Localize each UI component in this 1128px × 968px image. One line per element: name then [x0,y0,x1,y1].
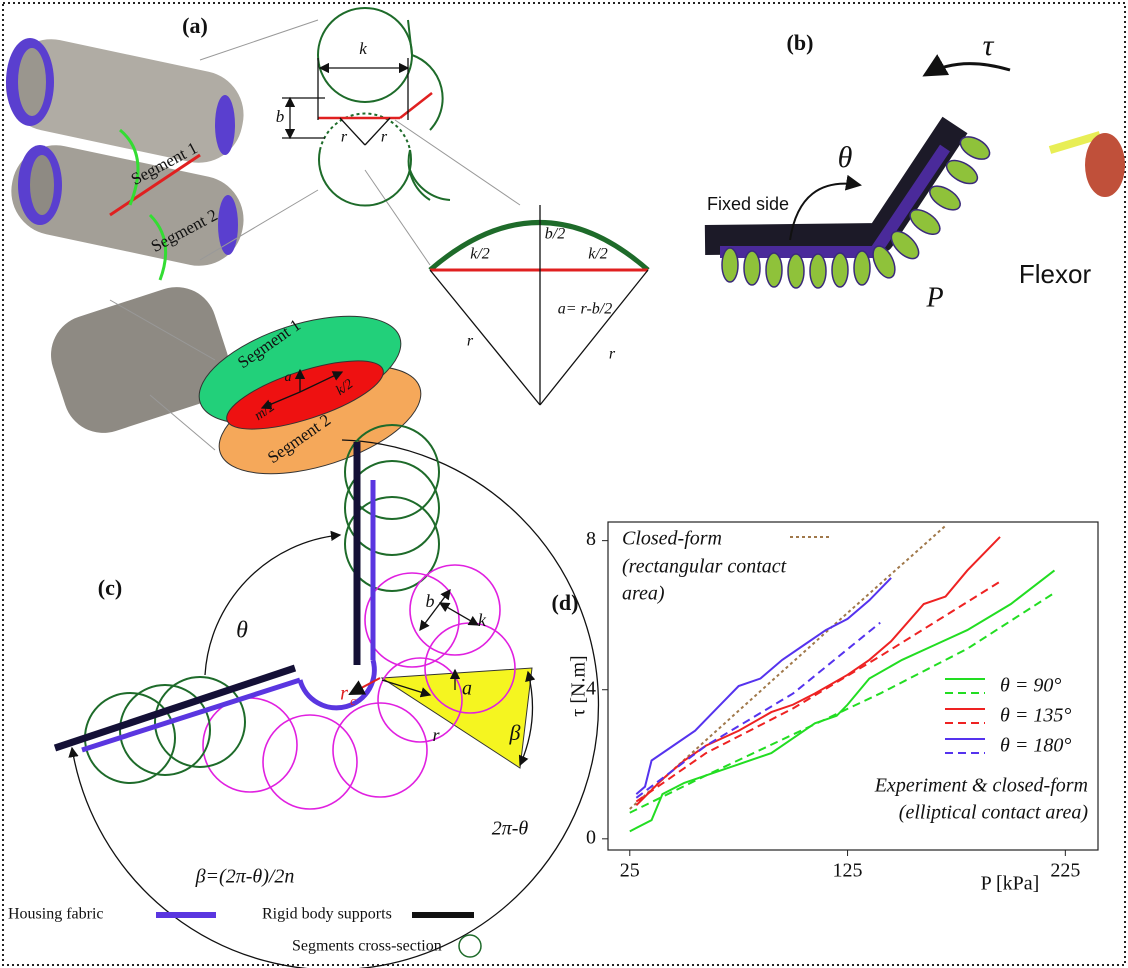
dim-label: a [462,678,472,700]
dim-label: b [426,591,435,611]
dim-label: a= r-b/2 [558,301,612,318]
figure-legend: Housing fabric Rigid body supports Segme… [8,906,481,957]
pressure-label: P [925,282,943,313]
x-tick-label: 25 [620,860,640,882]
dim-label: k/2 [588,246,608,263]
formula: β=(2π-θ)/2n [195,866,295,888]
annotation: (elliptical contact area) [899,802,1089,824]
y-tick-label: 0 [586,826,596,848]
panel-label: (d) [552,590,579,615]
panel-a: (a) Segment 1 Segment 2 k b r r b/2 k/2 … [0,8,648,495]
legend-label: Rigid body supports [262,906,392,923]
dim-label: b [276,107,285,126]
figure: (a) Segment 1 Segment 2 k b r r b/2 k/2 … [0,0,1128,968]
dim-label: k [359,39,367,58]
sector: b/2 k/2 k/2 a= r-b/2 r r [430,205,648,405]
legend-label: θ = 135° [1000,705,1071,727]
annotation: area) [622,583,665,605]
angle-label: β [509,720,521,745]
legend-label: θ = 90° [1000,675,1061,697]
panel-label: (b) [787,30,814,55]
fixed-label: Fixed side [707,194,789,214]
y-axis-label: τ [N.m] [568,655,590,716]
experiment-line [636,578,891,794]
x-tick-label: 125 [833,860,863,882]
dim-label: k [478,610,487,630]
legend-label: Segments cross-section [292,938,442,955]
legend-label: θ = 180° [1000,735,1071,757]
rc-subscript: c [350,693,356,708]
panel-c: (c) θ b k r c a r β 2π-θ β=(2π-θ)/2n [55,425,598,968]
mode-label: Flexor [1019,259,1092,289]
dim-label: k/2 [470,246,490,263]
cross-section: k b r r [276,8,450,206]
angle-label: θ [838,141,853,174]
annotation: Experiment & closed-form [874,775,1088,797]
x-axis-label: P [kPa] [981,873,1040,895]
angle-label: 2π-θ [492,818,529,840]
dim-label: r [381,129,388,146]
y-tick-label: 8 [586,528,596,550]
panel-label: (a) [182,13,208,38]
annotation: (rectangular contact [622,556,787,578]
dim-label: b/2 [545,226,565,243]
x-tick-label: 225 [1050,860,1080,882]
dim-label: r [432,725,440,745]
panel-b: (b) τ θ Fixed side P Flexor [705,29,1125,314]
torque-label: τ [983,29,995,62]
legend-label: Closed-form [622,528,722,550]
dim-label: r [341,129,348,146]
panel-label: (c) [98,575,122,600]
legend-label: Housing fabric [8,906,104,923]
rc-label: r [340,683,348,705]
dim-label: a [285,370,292,385]
angle-label: θ [236,618,248,644]
contact-ellipses: Segment 1 Segment 2 a k/2 m/2 [186,295,434,495]
dim-label: r [467,333,474,350]
dim-label: r [609,346,616,363]
